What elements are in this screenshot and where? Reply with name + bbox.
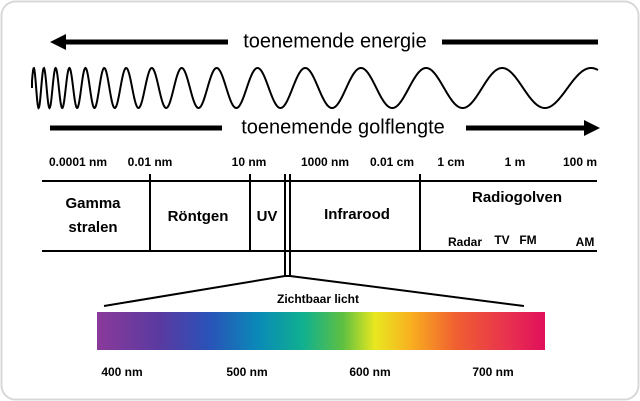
band-label: TV <box>494 233 509 247</box>
visible-spectrum <box>97 312 545 350</box>
visible-tick-label: 600 nm <box>349 365 390 379</box>
scale-label: 1 m <box>505 155 526 169</box>
scale-label: 0.01 cm <box>370 155 414 169</box>
scale-label: 1 cm <box>437 155 464 169</box>
funnel-line <box>103 275 286 307</box>
region-label: Infrarood <box>324 206 390 223</box>
scale-label: 0.0001 nm <box>49 155 107 169</box>
scale-label: 0.01 nm <box>128 155 173 169</box>
energy-label: toenemende energie <box>243 30 426 52</box>
visible-title: Zichtbaar licht <box>277 292 359 306</box>
wavelength-arrow-head <box>584 120 600 136</box>
visible-tick-label: 700 nm <box>472 365 513 379</box>
label-bg <box>222 115 466 141</box>
scale-label: 10 nm <box>232 155 267 169</box>
visible-tick-label: 400 nm <box>101 365 142 379</box>
region-label: stralen <box>68 219 117 236</box>
wave <box>31 66 599 110</box>
energy-arrow-head <box>50 34 66 50</box>
region-label: Radiogolven <box>472 189 562 206</box>
scale-label: 100 m <box>563 155 597 169</box>
band-label: Radar <box>448 235 482 249</box>
wavelength-label: toenemende golflengte <box>241 116 445 138</box>
label-bg <box>228 29 442 55</box>
scale-label: 1000 nm <box>301 155 349 169</box>
region-label: Röntgen <box>168 208 229 225</box>
funnel-line <box>289 275 525 307</box>
region-label: Gamma <box>65 195 121 212</box>
band-label: FM <box>519 233 536 247</box>
visible-tick-label: 500 nm <box>226 365 267 379</box>
region-label: UV <box>257 208 278 225</box>
band-label: AM <box>576 235 595 249</box>
